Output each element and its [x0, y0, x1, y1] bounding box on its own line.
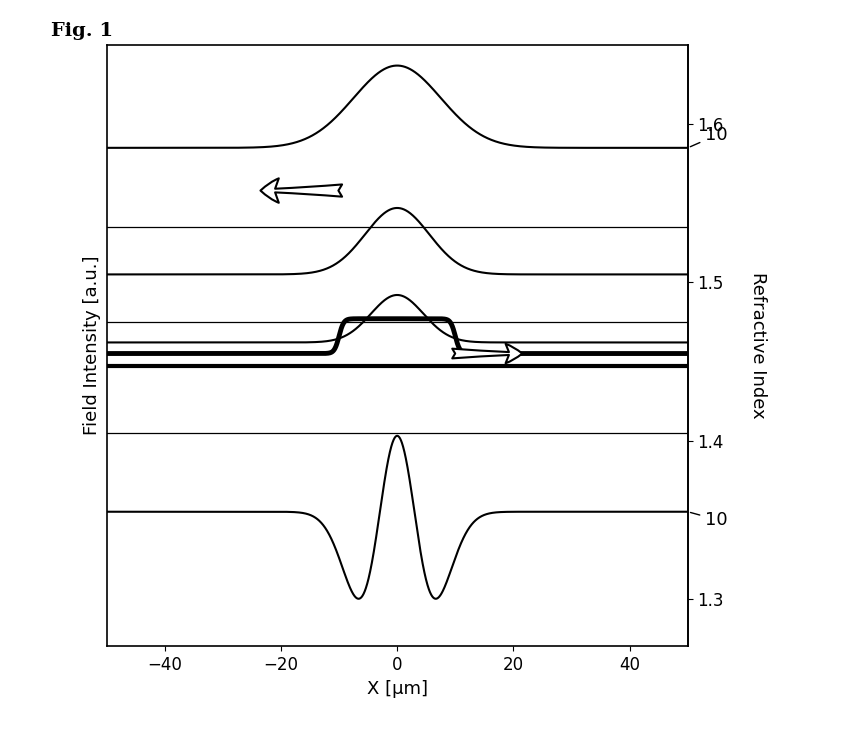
Text: 10: 10	[690, 126, 728, 147]
Y-axis label: Refractive Index: Refractive Index	[749, 272, 767, 419]
Text: Fig. 1: Fig. 1	[51, 22, 113, 40]
Y-axis label: Field Intensity [a.u.]: Field Intensity [a.u.]	[83, 256, 101, 435]
Text: 10: 10	[690, 511, 728, 529]
X-axis label: X [μm]: X [μm]	[366, 680, 428, 698]
